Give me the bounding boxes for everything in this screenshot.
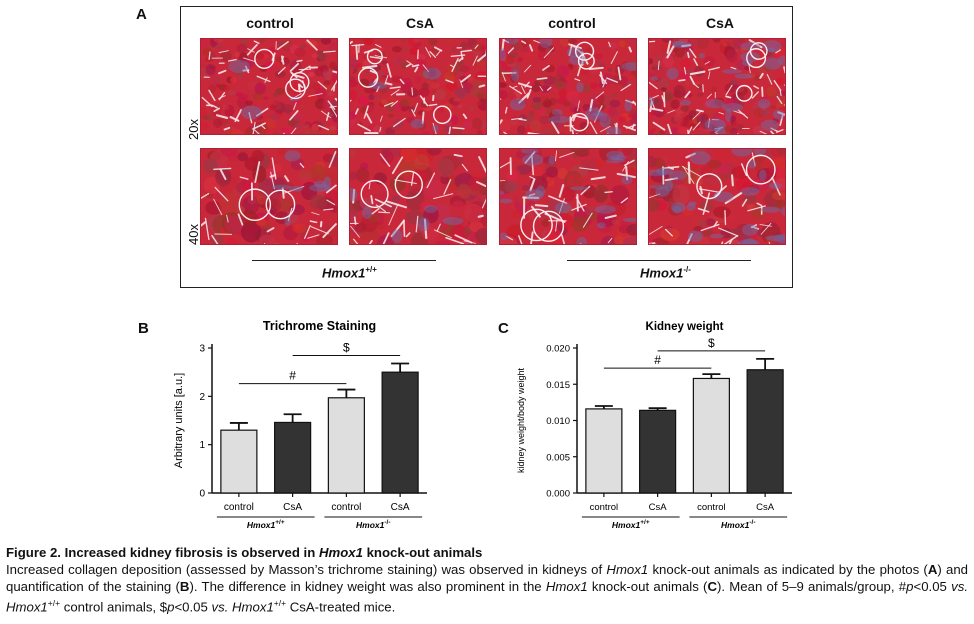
group-label-ko: Hmox1-/- — [640, 265, 691, 281]
group-label: Hmox1+/+ — [247, 519, 285, 530]
x-tick-label: CsA — [649, 502, 668, 513]
row-label-40x: 40x — [186, 224, 201, 245]
micrograph-wt-csa-40x — [349, 148, 487, 245]
bar — [692, 377, 730, 494]
micrograph-wt-csa-20x — [349, 38, 487, 135]
group-line-ko — [567, 260, 751, 261]
x-tick-label: CsA — [756, 502, 775, 513]
significance-label: $ — [708, 336, 715, 350]
y-tick-label: 0.005 — [546, 452, 570, 463]
y-tick-label: 0.015 — [546, 380, 570, 391]
micrograph-ko-csa-20x — [648, 38, 786, 135]
group-label: Hmox1-/- — [721, 519, 755, 530]
micrograph-ko-control-20x — [499, 38, 637, 135]
caption-title: Figure 2. Increased kidney fibrosis is o… — [6, 545, 483, 560]
y-tick-label: 0.000 — [546, 489, 570, 500]
x-tick-label: control — [590, 502, 619, 513]
micrograph-wt-control-20x — [200, 38, 338, 135]
significance-label: $ — [343, 340, 350, 354]
chart-title: Kidney weight — [646, 321, 724, 333]
y-tick-label: 1 — [199, 440, 205, 451]
chart-kidney-weight: Kidney weight kidney weight/body weight 0.… — [516, 321, 792, 530]
bar — [274, 421, 312, 494]
x-tick-label: control — [697, 502, 726, 513]
bar — [585, 408, 623, 494]
micrograph-wt-control-40x — [200, 148, 338, 245]
bar — [639, 409, 677, 494]
column-label-2: CsA — [405, 15, 434, 31]
panel-a-letter: A — [136, 6, 147, 23]
y-tick-label: 2 — [199, 392, 205, 403]
caption-text: Increased collagen deposition (assessed … — [6, 562, 968, 615]
y-tick-label: 3 — [199, 344, 205, 355]
column-label-3: control — [548, 15, 596, 31]
x-tick-label: control — [224, 502, 254, 513]
x-tick-label: CsA — [391, 502, 410, 513]
y-axis-label: kidney weight/body weight — [516, 367, 526, 473]
significance-label: # — [654, 353, 661, 367]
bar — [746, 369, 784, 494]
y-tick-label: 0.020 — [546, 344, 570, 355]
x-tick-label: CsA — [283, 502, 302, 513]
row-label-20x: 20x — [186, 119, 201, 140]
chart-title: Trichrome Staining — [263, 319, 376, 333]
group-label: Hmox1+/+ — [612, 519, 650, 530]
x-tick-label: control — [331, 502, 361, 513]
significance-label: # — [289, 369, 296, 383]
chart-trichrome-staining: Trichrome Staining Arbitrary units [a.u.]… — [173, 319, 427, 530]
panel-a-frame — [180, 6, 793, 288]
group-label-wt: Hmox1+/+ — [322, 265, 377, 281]
bar — [327, 397, 365, 494]
bar — [220, 429, 258, 494]
micrograph-ko-csa-40x — [648, 148, 786, 245]
y-tick-label: 0.010 — [546, 416, 570, 427]
y-axis-label: Arbitrary units [a.u.] — [173, 373, 185, 468]
column-label-1: control — [246, 15, 294, 31]
micrograph-ko-control-40x — [499, 148, 637, 245]
column-label-4: CsA — [705, 15, 734, 31]
y-tick-label: 0 — [199, 489, 205, 500]
panel-c-letter: C — [498, 320, 509, 337]
bar — [381, 371, 419, 494]
group-line-wt — [252, 260, 436, 261]
group-label: Hmox1-/- — [356, 519, 390, 530]
panel-b-letter: B — [138, 320, 149, 337]
figure-caption: Figure 2. Increased kidney fibrosis is o… — [6, 544, 968, 615]
